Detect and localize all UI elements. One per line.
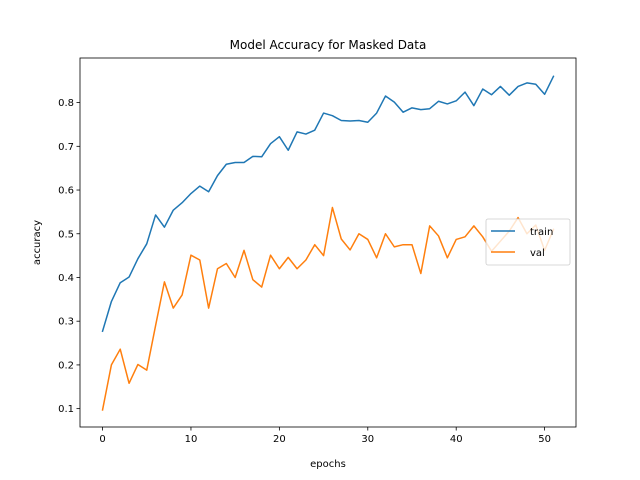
x-tick-label: 0: [99, 434, 105, 445]
axes-frame: [79, 57, 577, 428]
series-line-train: [101, 75, 555, 333]
x-tick-label: 30: [361, 434, 374, 445]
y-axis-ticks: 0.1 0.2 0.3 0.4 0.5 0.6 0.7 0.8: [58, 98, 80, 415]
x-tick-label: 10: [185, 434, 198, 445]
x-tick-label: 50: [538, 434, 551, 445]
plot-area: [79, 57, 577, 428]
y-tick-label: 0.1: [58, 404, 74, 415]
y-tick-label: 0.6: [58, 186, 74, 197]
legend-box: [485, 218, 571, 266]
legend: train val: [485, 218, 571, 266]
legend-label-train: train: [530, 227, 553, 238]
y-axis-label: accuracy: [32, 220, 43, 265]
y-tick-label: 0.5: [58, 229, 74, 240]
chart-title: Model Accuracy for Masked Data: [230, 38, 427, 52]
x-axis-label: epochs: [310, 459, 346, 470]
y-tick-label: 0.8: [58, 98, 74, 109]
x-tick-label: 20: [273, 434, 286, 445]
legend-label-val: val: [530, 248, 545, 259]
y-tick-label: 0.2: [58, 360, 74, 371]
series-line-val: [101, 206, 555, 411]
y-tick-label: 0.4: [58, 273, 74, 284]
series-layer: [101, 75, 555, 411]
y-tick-label: 0.3: [58, 317, 74, 328]
y-tick-label: 0.7: [58, 142, 74, 153]
x-axis-ticks: 0 10 20 30 40 50: [99, 427, 551, 445]
x-tick-label: 40: [450, 434, 463, 445]
